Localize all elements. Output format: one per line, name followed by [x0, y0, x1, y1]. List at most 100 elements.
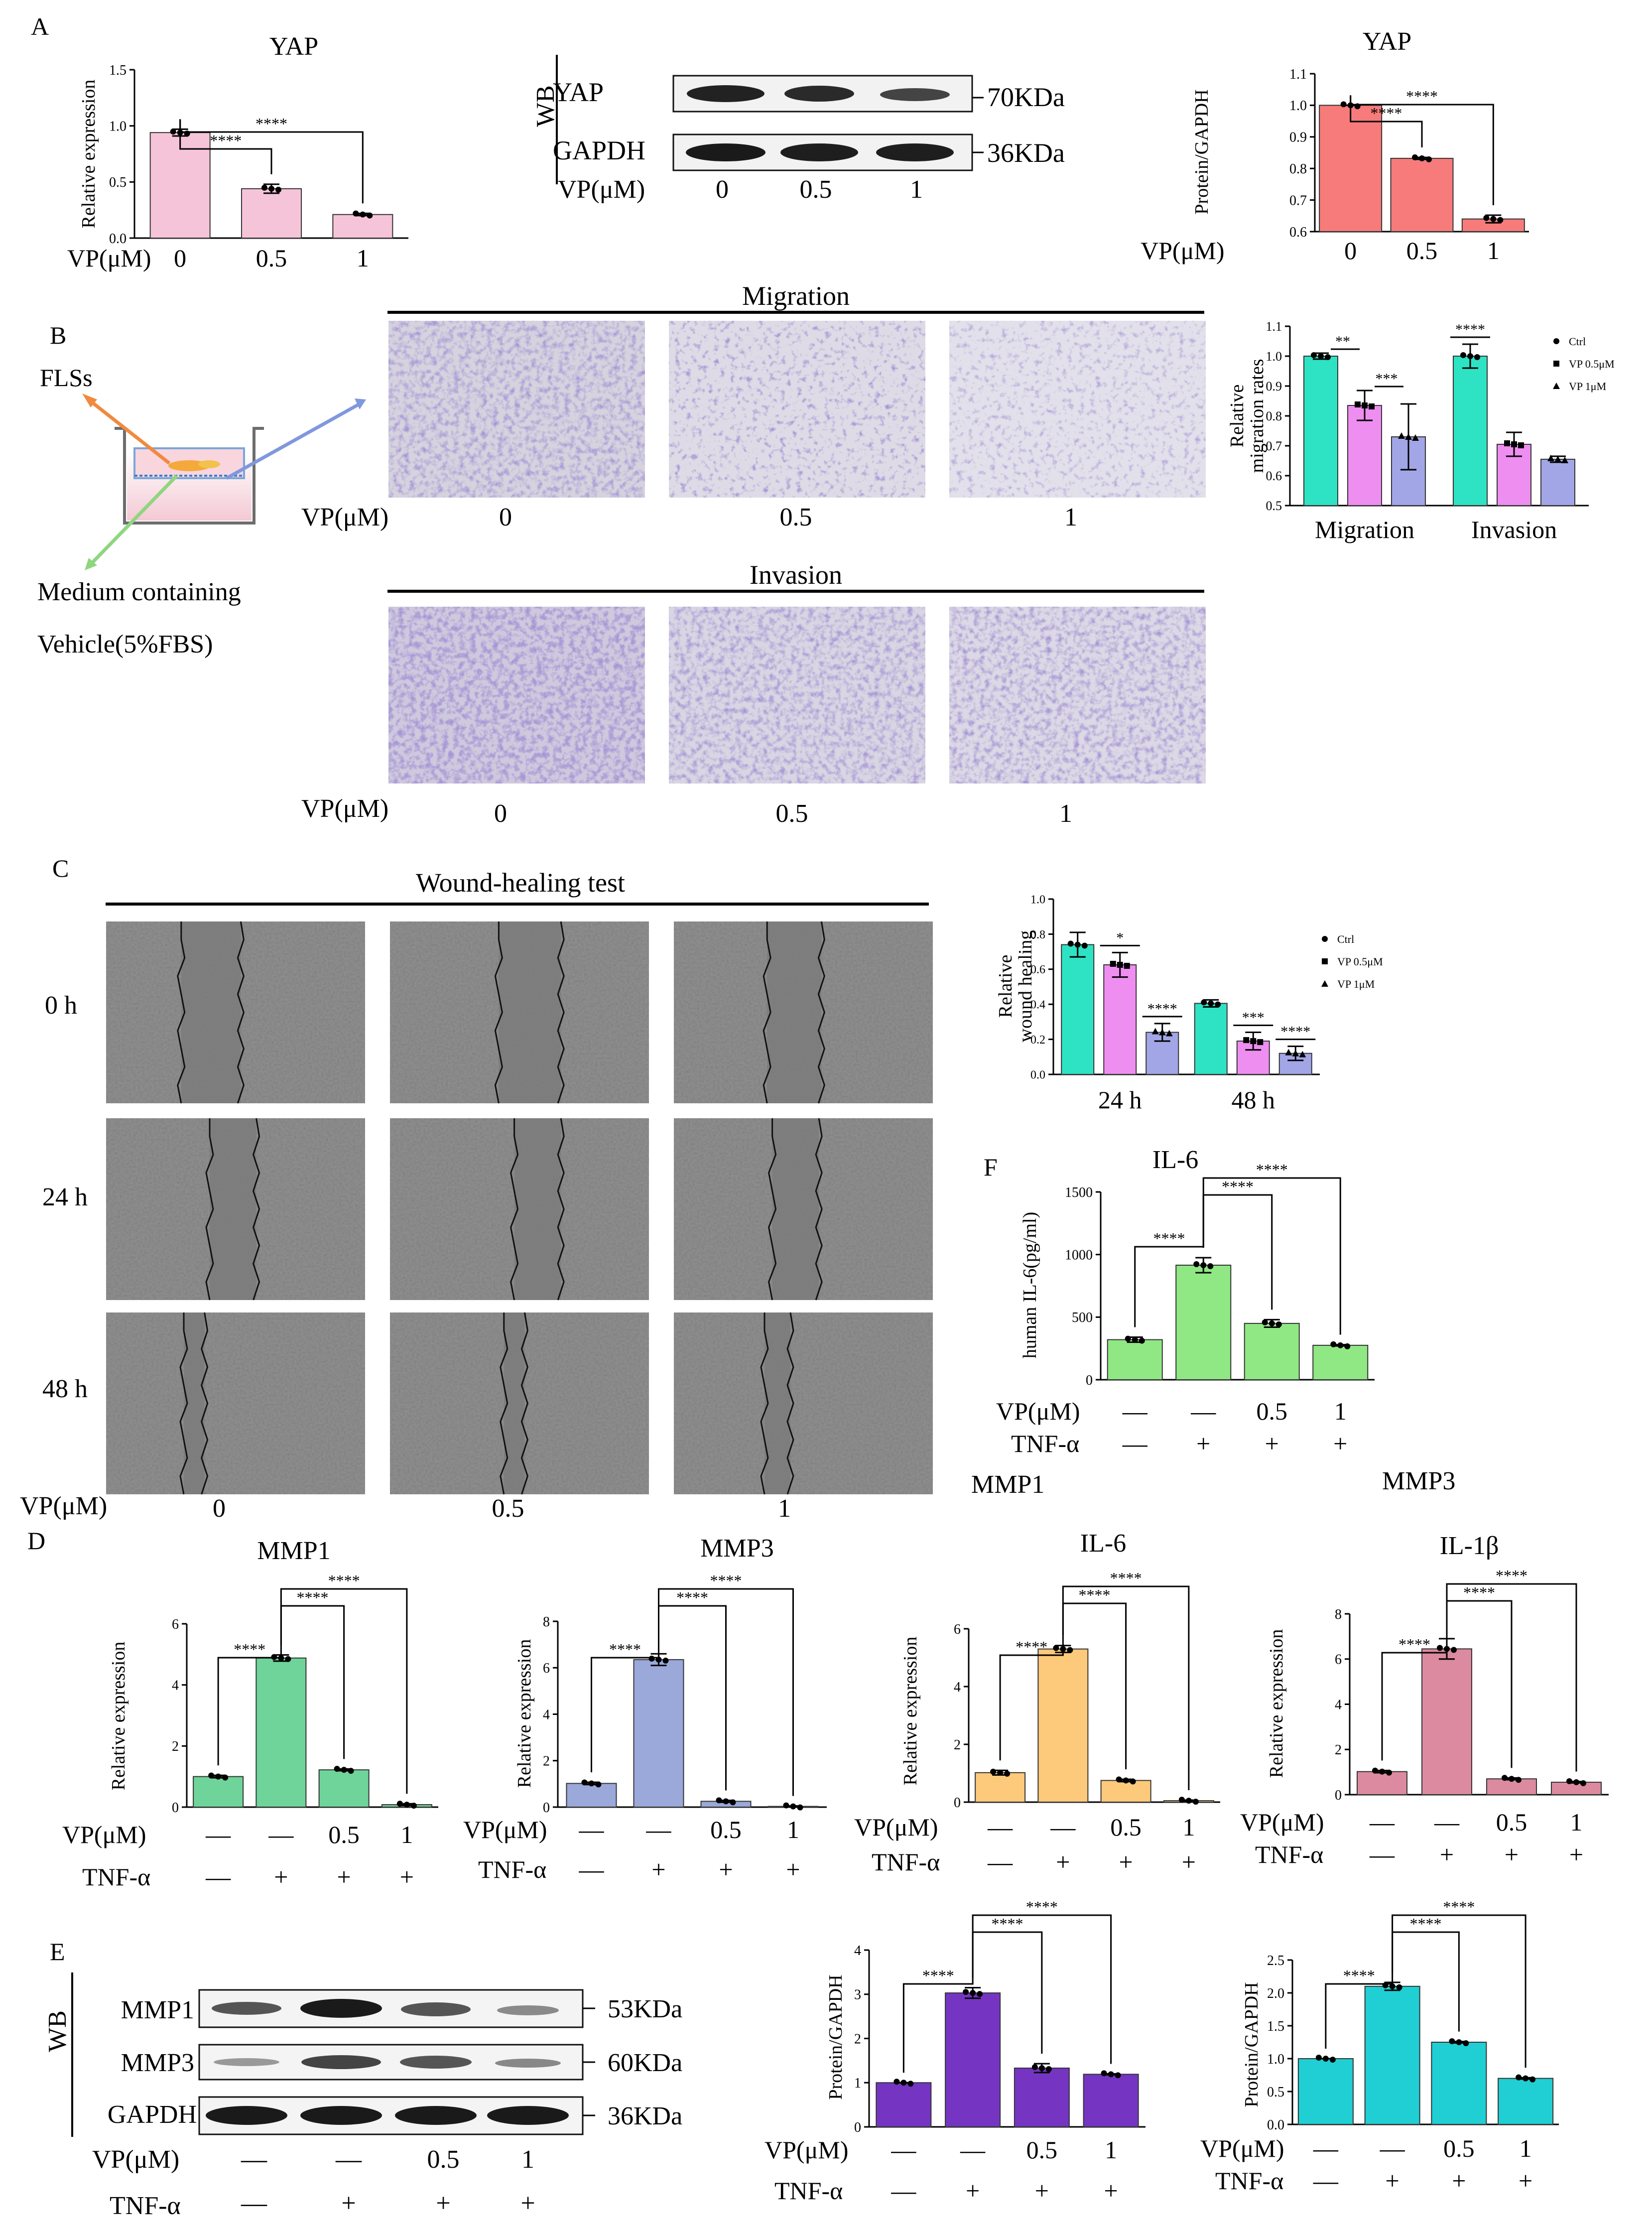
migration-micrographs [388, 321, 1206, 498]
chart-D_il6: 0 2 4 6 Relative expression IL-6 VP(μM) — — 0.5 1 T… [854, 1529, 1220, 1876]
data-point [1124, 963, 1130, 969]
chart-title: YAP [1363, 27, 1411, 56]
y-axis-label: Protein/GAPDH [825, 1974, 846, 2099]
data-point [1165, 1030, 1173, 1037]
sig-bracket [591, 1644, 659, 1773]
y-tick-label: 0.5 [1267, 2085, 1284, 2100]
data-point [208, 1772, 215, 1779]
chart-A_wb: 0.6 0.7 0.8 0.9 1.0 1.1 Protein/GAPDH YAP VP(μM)… [1141, 27, 1529, 264]
data-point [1412, 154, 1418, 160]
chart-title: IL-6 [1080, 1529, 1126, 1558]
wound-image [106, 1118, 365, 1301]
y-tick-label: 0.6 [1289, 225, 1307, 240]
sig-label: **** [1256, 1161, 1288, 1179]
data-point [1369, 403, 1375, 409]
y-tick-label: 4 [854, 1943, 861, 1959]
wb-vp-value: 1 [910, 175, 923, 204]
y-tick-label: 4 [543, 1707, 550, 1722]
row-label: TNF-α [1215, 2167, 1283, 2195]
schematic-fls-label: FLSs [40, 364, 93, 392]
data-point [1405, 433, 1412, 440]
sig-label: ** [1335, 333, 1350, 350]
y-axis-label: human IL-6(pg/ml) [1019, 1212, 1040, 1358]
chart-title: YAP [269, 32, 318, 61]
data-point [1580, 1780, 1586, 1787]
data-point [1437, 1645, 1443, 1651]
data-point [1449, 2038, 1455, 2044]
bar [193, 1776, 244, 1808]
bar [1431, 2042, 1487, 2125]
y-tick-label: 0.8 [1289, 161, 1307, 177]
data-point [1372, 1767, 1378, 1774]
y-axis-label: Relative expression [78, 80, 99, 229]
row-value: + [1569, 1840, 1583, 1868]
wb-tnf-value: + [436, 2189, 450, 2218]
row-value: + [1182, 1848, 1196, 1876]
y-tick-label: 6 [1335, 1652, 1342, 1668]
data-point [730, 1799, 736, 1806]
wound-vp-value: 0 [213, 1494, 226, 1523]
data-point [790, 1803, 796, 1810]
wb-vp-value: 1 [521, 2145, 534, 2174]
chart-D_mmp3: 0 2 4 6 8 Relative expression MMP3 VP(μM) — — 0.5 1… [463, 1534, 827, 1883]
wound-vp-label: VP(μM) [20, 1492, 107, 1520]
data-point [723, 1798, 729, 1805]
row-value: — [579, 1816, 605, 1843]
sig-bracket [179, 119, 272, 174]
data-point [1490, 216, 1497, 222]
row-value: — [1050, 1813, 1076, 1841]
legend-label: VP 1μM [1337, 978, 1375, 990]
sig-label: **** [1398, 1635, 1430, 1653]
row-value: 0.5 [1110, 1813, 1142, 1841]
data-point [1451, 1647, 1457, 1653]
row-label: TNF-α [1011, 1430, 1079, 1457]
data-point [1207, 1263, 1214, 1270]
data-point [997, 1769, 1004, 1776]
data-point [268, 185, 274, 192]
data-point [970, 1990, 976, 1996]
data-point [1117, 962, 1123, 968]
sig-label: **** [255, 115, 287, 132]
legend-marker [1321, 980, 1328, 987]
wb-tnf-value: — [241, 2189, 267, 2218]
data-point [1262, 1319, 1268, 1325]
y-tick-label: 6 [543, 1661, 550, 1676]
wound-vp-value: 0.5 [492, 1494, 524, 1523]
row-label: VP(μM) [463, 1816, 547, 1843]
bar [1107, 1339, 1163, 1380]
y-tick-label: 2 [172, 1739, 179, 1754]
stray-label-mmp3: MMP3 [1382, 1467, 1455, 1495]
panel-letter-c: C [52, 854, 69, 882]
row-value: — [1434, 1808, 1460, 1836]
y-axis-label: Relative expression [900, 1637, 921, 1786]
data-point [1554, 456, 1561, 462]
panel-letter-e: E [50, 1938, 65, 1966]
wb-vp-label: VP(μM) [92, 2145, 179, 2174]
y-tick-label: 1.0 [1289, 98, 1307, 114]
sig-label: *** [1376, 371, 1398, 387]
migration-vp-value: 1 [1064, 503, 1077, 531]
row-value: — [205, 1863, 231, 1891]
data-point [662, 1657, 669, 1664]
sig-label: **** [1443, 1898, 1475, 1916]
wound-image [390, 1312, 649, 1495]
data-point [1074, 941, 1081, 948]
y-tick-label: 0.0 [1030, 1068, 1045, 1081]
data-point [1132, 1336, 1138, 1343]
data-point [1511, 441, 1517, 447]
row-value: + [651, 1855, 665, 1883]
row-value: 0 [1344, 237, 1357, 264]
row-value: 1 [1105, 2136, 1117, 2164]
bar [1498, 2078, 1554, 2125]
chart-title: IL-1β [1440, 1532, 1499, 1560]
row-value: + [1440, 1840, 1454, 1868]
y-tick-label: 2 [1335, 1742, 1342, 1758]
bar [1364, 1985, 1420, 2125]
row-value: + [337, 1863, 351, 1891]
y-tick-label: 4 [1335, 1697, 1342, 1712]
y-tick-label: 8 [1335, 1607, 1342, 1622]
row-value: — [1380, 2134, 1405, 2162]
sig-bracket [1392, 1914, 1526, 2068]
data-point [1151, 1028, 1159, 1035]
